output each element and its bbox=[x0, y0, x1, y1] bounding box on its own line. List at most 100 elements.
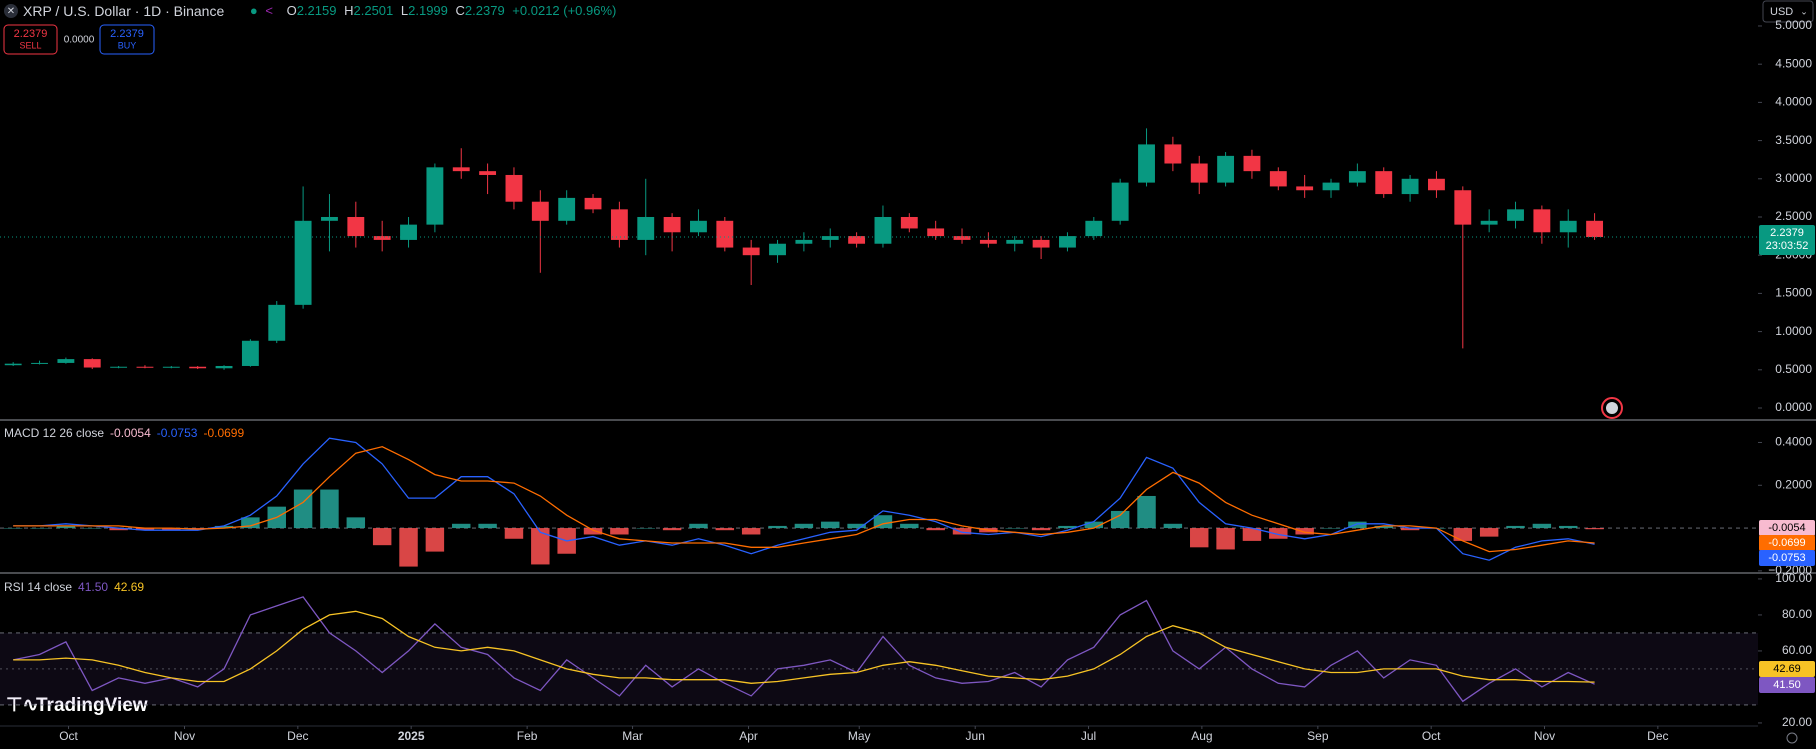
candle-body bbox=[1269, 171, 1287, 187]
y-tick-label: 60.00 bbox=[1782, 643, 1812, 657]
histogram-bar bbox=[689, 523, 708, 529]
macd-legend: MACD 12 26 close -0.0054 -0.0753 -0.0699 bbox=[4, 426, 244, 440]
event-icon-flag[interactable] bbox=[1606, 402, 1618, 414]
candle-body bbox=[1559, 220, 1577, 233]
candle-body bbox=[31, 362, 48, 364]
candle-body bbox=[1085, 220, 1103, 237]
candle-body bbox=[4, 363, 22, 366]
spread: 0.0000 bbox=[64, 35, 95, 46]
header-line: XRP / U.S. Dollar · 1D · Binance ● < O2.… bbox=[23, 3, 616, 19]
histogram-bar bbox=[847, 523, 866, 529]
candle-body bbox=[1032, 239, 1050, 248]
candle-body bbox=[558, 197, 576, 221]
histogram-bar bbox=[109, 528, 128, 531]
x-tick-label: Dec bbox=[287, 729, 308, 743]
candle-body bbox=[663, 216, 681, 233]
histogram-bar bbox=[30, 528, 49, 529]
histogram-bar bbox=[900, 523, 919, 529]
candle-body bbox=[1454, 190, 1472, 225]
candle-body bbox=[400, 224, 417, 240]
histogram-bar bbox=[425, 528, 445, 552]
sell-box[interactable] bbox=[3, 24, 58, 55]
histogram-bar bbox=[1532, 523, 1552, 529]
currency-caret[interactable]: ⌄ bbox=[1800, 6, 1808, 16]
sell-button[interactable]: 2.2379 SELL bbox=[3, 24, 58, 55]
macd-value-tag-bg bbox=[1759, 520, 1815, 536]
histogram-bar bbox=[741, 528, 761, 535]
buy-label[interactable]: BUY bbox=[118, 40, 137, 50]
candle-body bbox=[900, 216, 918, 229]
candle-body bbox=[1217, 155, 1235, 183]
share-icon[interactable]: < bbox=[265, 3, 273, 18]
x-tick-label: May bbox=[848, 729, 871, 743]
rsi-value-tag-bg bbox=[1759, 661, 1815, 677]
candle-body bbox=[426, 167, 444, 225]
low-label: L bbox=[401, 3, 408, 18]
macd-legend-value: -0.0753 bbox=[157, 426, 198, 440]
histogram-bar bbox=[372, 528, 392, 546]
x-tick-label: Jun bbox=[966, 729, 985, 743]
y-tick-label: 4.0000 bbox=[1775, 95, 1812, 109]
buy-button[interactable]: 2.2379 BUY bbox=[99, 24, 155, 55]
histogram-bar bbox=[1110, 510, 1130, 529]
status-dot: ● bbox=[250, 3, 258, 18]
rsi-title: RSI 14 close bbox=[4, 580, 72, 594]
candle-body bbox=[979, 239, 997, 244]
histogram-bar bbox=[821, 521, 840, 529]
rsi-legend: RSI 14 close 41.50 42.69 bbox=[4, 580, 144, 594]
candle-body bbox=[452, 167, 470, 172]
histogram-bar bbox=[531, 528, 550, 565]
x-tick-label: Feb bbox=[517, 729, 538, 743]
histogram-bar bbox=[214, 525, 234, 529]
candle-body bbox=[927, 228, 945, 237]
candle-body bbox=[795, 239, 813, 244]
histogram-bar bbox=[1348, 521, 1367, 529]
rsi-ma-line bbox=[13, 610, 1595, 684]
candle-body bbox=[1480, 220, 1498, 225]
logo[interactable]: TradingView bbox=[36, 695, 148, 716]
candle-body bbox=[1322, 182, 1340, 191]
event-icon[interactable] bbox=[1601, 397, 1623, 419]
y-tick-label: 0.5000 bbox=[1775, 362, 1812, 376]
currency[interactable]: USD bbox=[1770, 6, 1793, 18]
candle-body bbox=[241, 340, 259, 366]
histogram-bar bbox=[1058, 525, 1077, 529]
histogram-bar bbox=[83, 528, 102, 529]
candle-body bbox=[1401, 178, 1419, 195]
candle-body bbox=[690, 220, 707, 233]
histogram-bar bbox=[926, 528, 945, 531]
settings-icon[interactable] bbox=[1786, 732, 1798, 744]
candle-body bbox=[610, 209, 628, 240]
histogram-bar bbox=[662, 528, 682, 531]
candle-body bbox=[189, 366, 207, 369]
histogram-bar bbox=[1216, 528, 1235, 550]
histogram-bar bbox=[794, 523, 814, 529]
currency-box[interactable] bbox=[1762, 0, 1814, 23]
buy-price[interactable]: 2.2379 bbox=[110, 28, 144, 40]
open-label: O bbox=[287, 3, 297, 18]
currency-button[interactable]: USD ⌄ bbox=[1762, 0, 1814, 23]
x-tick-label: Apr bbox=[739, 729, 758, 743]
price-tag: 2.2379 bbox=[1770, 227, 1804, 239]
histogram-bar bbox=[1242, 528, 1262, 541]
sell-label[interactable]: SELL bbox=[19, 40, 41, 50]
macd-title: MACD 12 26 close bbox=[4, 426, 104, 440]
buy-box[interactable] bbox=[99, 24, 155, 55]
candle-body bbox=[1586, 220, 1604, 238]
y-tick-label: 100.00 bbox=[1775, 571, 1812, 585]
histogram-bar bbox=[1163, 523, 1183, 529]
y-tick-label: 3.5000 bbox=[1775, 133, 1812, 147]
sell-price[interactable]: 2.2379 bbox=[14, 28, 48, 40]
candle-body bbox=[294, 220, 312, 305]
symbol-icon-glyph: ✕ bbox=[7, 6, 15, 17]
candle-body bbox=[742, 247, 760, 256]
logo-mark: ⊤∿ bbox=[6, 695, 38, 716]
y-tick-label: 0.0000 bbox=[1775, 400, 1812, 414]
symbol[interactable]: XRP / U.S. Dollar · 1D · Binance bbox=[23, 3, 224, 19]
y-tick-label: 5.0000 bbox=[1775, 18, 1812, 32]
price-tag-bg bbox=[1759, 225, 1815, 256]
candle-body bbox=[1190, 163, 1208, 183]
histogram-bar bbox=[452, 523, 471, 529]
